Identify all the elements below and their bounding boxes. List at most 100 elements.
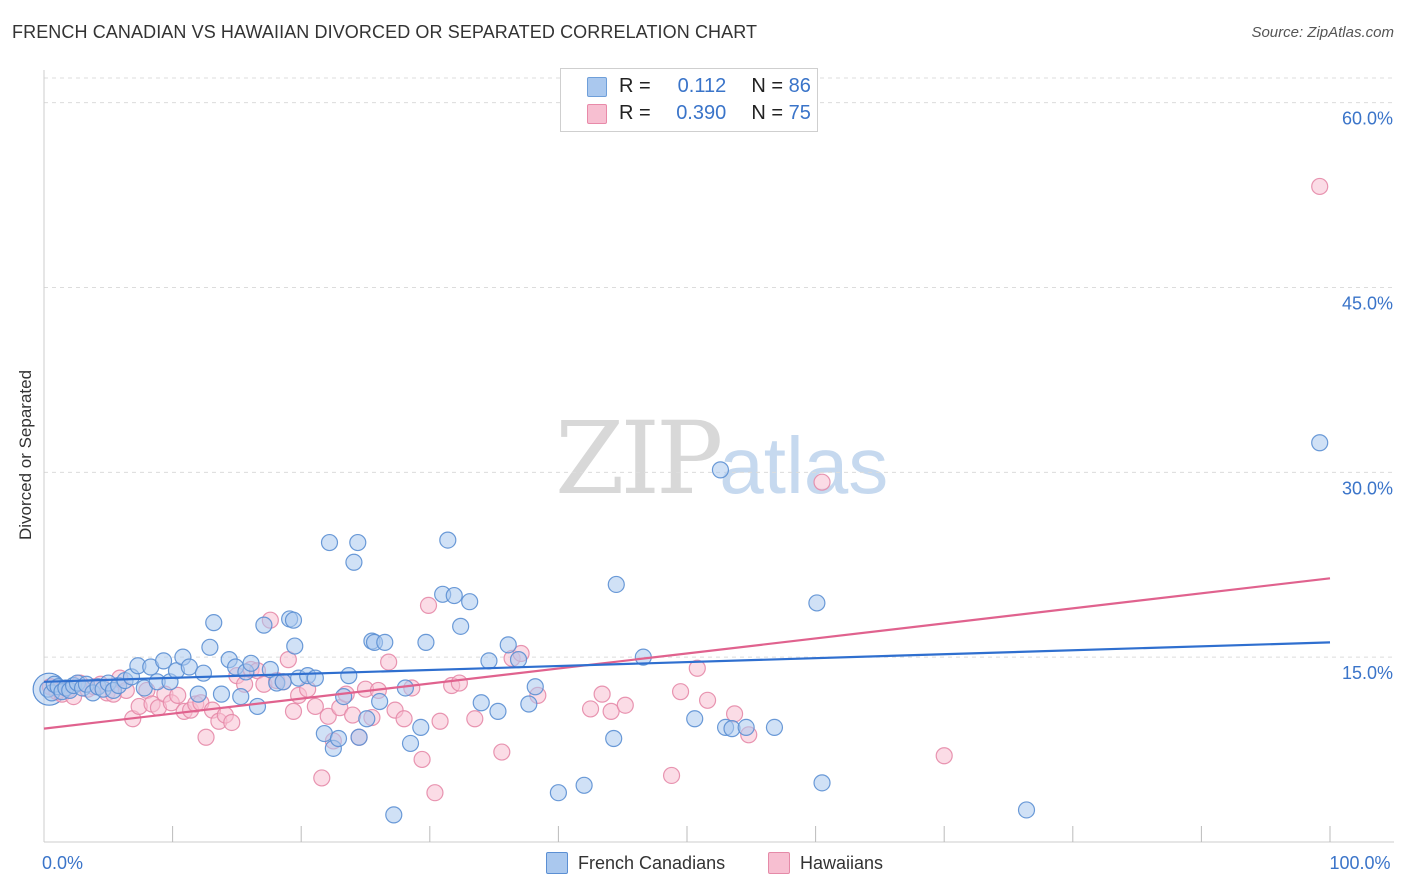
french-canadians-point[interactable] — [737, 718, 755, 737]
legend-text-1: R = 0.112 N = 86 — [619, 75, 811, 98]
legend-swatch-pink — [768, 852, 790, 874]
hawaiians-point[interactable] — [688, 659, 706, 677]
hawaiians-point[interactable] — [466, 710, 484, 728]
french-canadians-point[interactable] — [255, 616, 273, 634]
legend-label-hawaiians: Hawaiians — [800, 852, 884, 873]
hawaiians-point[interactable] — [431, 712, 449, 730]
hawaiians-point[interactable] — [671, 683, 690, 701]
french-canadians-point[interactable] — [509, 651, 528, 669]
r-label: R = — [619, 101, 651, 124]
french-canadians-point[interactable] — [376, 633, 394, 651]
french-canadians-point[interactable] — [808, 594, 826, 612]
legend-text-2: R = 0.390 N = 75 — [619, 102, 811, 125]
hawaiians-point[interactable] — [313, 769, 331, 787]
french-canadians-point[interactable] — [499, 636, 517, 654]
r-value: 0.390 — [676, 101, 727, 124]
hawaiians-point[interactable] — [419, 596, 438, 615]
french-canadians-point[interactable] — [385, 806, 403, 824]
french-canadians-point[interactable] — [1017, 801, 1036, 819]
french-canadians-point[interactable] — [607, 575, 625, 594]
hawaiians-point[interactable] — [581, 700, 600, 718]
legend-item-hawaiians[interactable]: Hawaiians — [768, 852, 883, 874]
french-canadians-point[interactable] — [489, 702, 507, 720]
french-canadians-point[interactable] — [1311, 434, 1329, 452]
french-canadians-point[interactable] — [526, 678, 544, 696]
french-canadians-point[interactable] — [439, 531, 457, 549]
french-canadians-point[interactable] — [350, 728, 368, 746]
french-canadians-point[interactable] — [189, 685, 207, 703]
hawaiians-point[interactable] — [395, 710, 413, 728]
watermark-zip: ZIP — [555, 400, 723, 517]
french-canadians-point[interactable] — [417, 633, 435, 651]
hawaiians-point[interactable] — [813, 473, 831, 491]
n-value: 86 — [788, 74, 811, 97]
french-canadians-point[interactable] — [813, 774, 831, 792]
french-canadians-point[interactable] — [205, 614, 223, 632]
french-canadians-point[interactable] — [412, 718, 430, 737]
french-canadians-point[interactable] — [711, 461, 730, 479]
french-canadians-point[interactable] — [242, 654, 260, 672]
french-canadians-point[interactable] — [461, 593, 479, 611]
hawaiians-point[interactable] — [725, 705, 744, 723]
french-canadians-point[interactable] — [445, 586, 463, 605]
hawaiians-point[interactable] — [493, 743, 511, 761]
hawaiians-point[interactable] — [223, 713, 241, 732]
french-canadians-point[interactable] — [520, 695, 538, 713]
hawaiians-point[interactable] — [344, 706, 362, 724]
french-canadians-point[interactable] — [335, 687, 353, 706]
axes — [43, 70, 1394, 843]
hawaiians-point[interactable] — [413, 750, 431, 769]
french-canadians-point[interactable] — [274, 673, 292, 691]
french-canadians-point[interactable] — [605, 729, 623, 748]
french-canadians-point[interactable] — [723, 720, 741, 738]
french-canadians-point[interactable] — [320, 533, 339, 552]
hawaiians-point[interactable] — [426, 784, 444, 802]
french-canadians-point[interactable] — [248, 697, 267, 716]
french-canadians-point[interactable] — [452, 617, 470, 635]
french-canadians-point[interactable] — [284, 611, 303, 629]
french-canadians-point[interactable] — [180, 658, 198, 676]
hawaiians-point[interactable] — [593, 685, 611, 703]
french-canadians-point[interactable] — [340, 667, 358, 685]
french-canadians-point[interactable] — [194, 664, 213, 682]
french-canadians-point[interactable] — [575, 776, 593, 794]
french-canadians-point[interactable] — [549, 784, 568, 802]
y-tick-label: 45.0% — [1342, 293, 1393, 313]
french-canadians-point[interactable] — [765, 718, 784, 737]
tick-marks — [172, 826, 1331, 842]
hawaiians-point[interactable] — [662, 766, 681, 785]
french-canadians-point[interactable] — [686, 710, 704, 728]
french-canadians-point[interactable] — [401, 734, 420, 753]
french-canadians-point[interactable] — [349, 533, 367, 552]
french-canadians-point[interactable] — [329, 729, 348, 748]
french-canadians-point[interactable] — [201, 638, 219, 656]
n-label: N = — [751, 101, 784, 124]
legend-item-french-canadians[interactable]: French Canadians — [546, 852, 725, 874]
hawaiians-point[interactable] — [284, 702, 303, 720]
hawaiians-point[interactable] — [602, 702, 620, 720]
french-canadians-point[interactable] — [472, 694, 490, 712]
french-canadians-point[interactable] — [358, 710, 376, 728]
french-canadians-point[interactable] — [345, 553, 363, 571]
legend-swatch-blue — [546, 852, 568, 874]
french-canadians-point[interactable] — [480, 652, 498, 670]
legend-label-french-canadians: French Canadians — [578, 852, 726, 873]
tick-labels: 15.0% 30.0% 45.0% 60.0% 0.0% 100.0% — [42, 109, 1393, 873]
hawaiians-point[interactable] — [306, 697, 324, 716]
hawaiians-point[interactable] — [698, 691, 717, 709]
hawaiians-point[interactable] — [380, 653, 398, 671]
hawaiians-point[interactable] — [450, 674, 468, 692]
french-canadians-point[interactable] — [232, 687, 250, 706]
french-canadians-point[interactable] — [371, 692, 389, 711]
hawaiians-point[interactable] — [935, 747, 953, 765]
hawaiians-point[interactable] — [1311, 177, 1329, 196]
hawaiians-point[interactable] — [319, 707, 337, 725]
hawaiians-point[interactable] — [169, 686, 187, 704]
hawaiians-point[interactable] — [197, 728, 215, 746]
r-label: R = — [619, 74, 651, 97]
french-canadians-point[interactable] — [286, 637, 304, 655]
french-canadians-point[interactable] — [212, 685, 231, 703]
data-points — [32, 177, 1329, 824]
french-canadians-point[interactable] — [154, 652, 173, 670]
hawaiians-point[interactable] — [616, 696, 634, 714]
